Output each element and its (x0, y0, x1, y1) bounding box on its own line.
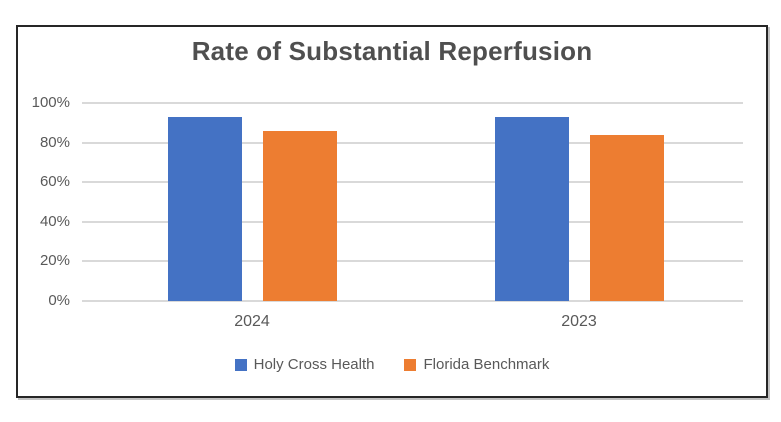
chart-title: Rate of Substantial Reperfusion (191, 36, 593, 66)
legend-swatch-florida-benchmark (404, 358, 417, 371)
legend-item-florida-benchmark: Florida Benchmark (404, 356, 549, 373)
legend: Holy Cross Health Florida Benchmark (16, 356, 768, 373)
legend-label-florida-benchmark: Florida Benchmark (423, 356, 550, 373)
legend-swatch-holy-cross-health (234, 358, 247, 371)
legend-label-holy-cross-health: Holy Cross Health (253, 356, 375, 373)
legend-item-holy-cross-health: Holy Cross Health (234, 356, 375, 373)
chart-frame (16, 25, 768, 398)
